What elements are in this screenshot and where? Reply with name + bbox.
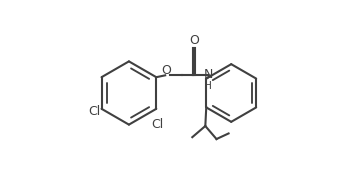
Text: O: O <box>161 64 171 77</box>
Text: O: O <box>189 34 199 47</box>
Text: Cl: Cl <box>151 118 163 131</box>
Text: Cl: Cl <box>88 105 100 118</box>
Text: N: N <box>204 68 213 81</box>
Text: H: H <box>205 81 212 92</box>
